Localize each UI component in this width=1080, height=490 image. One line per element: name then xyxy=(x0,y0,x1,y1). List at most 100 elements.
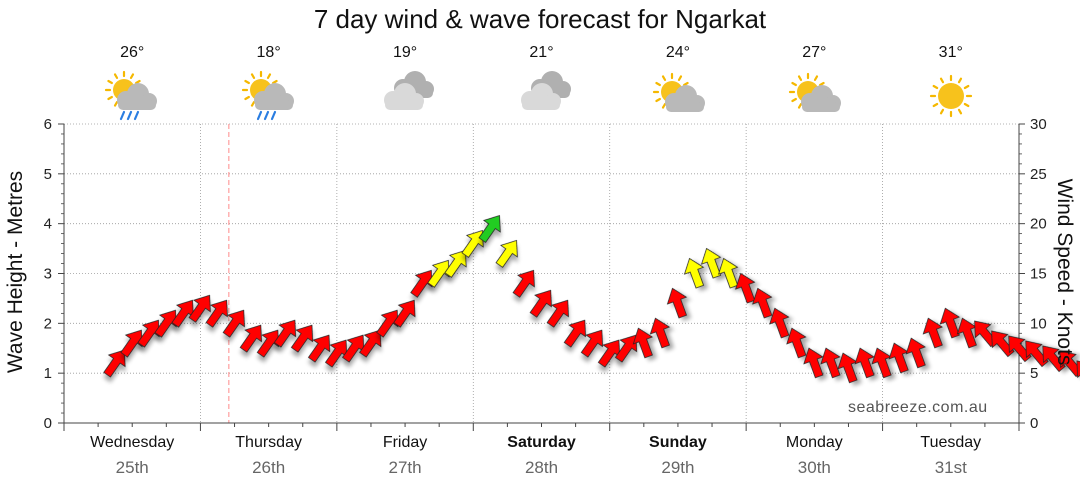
wind-arrow xyxy=(444,249,467,278)
wind-arrow-shape xyxy=(103,349,126,378)
sun-cloud-rain-icon xyxy=(102,68,162,124)
wind-arrow xyxy=(478,215,501,243)
day-temperature: 18° xyxy=(256,44,281,61)
wind-arrow-shape xyxy=(478,215,501,243)
brand-watermark: seabreeze.com.au xyxy=(848,399,988,416)
wind-arrow-shape xyxy=(393,299,416,328)
wind-arrow-shape xyxy=(1076,360,1080,388)
left-tick-label: 5 xyxy=(44,166,52,183)
wind-arrow-shape xyxy=(939,307,961,339)
wind-arrow xyxy=(103,349,126,378)
wind-arrow xyxy=(922,317,944,349)
wind-arrow xyxy=(376,309,399,338)
wind-arrow-shape xyxy=(137,319,160,348)
right-tick-label: 10 xyxy=(1030,315,1047,332)
wind-arrow-shape xyxy=(718,257,739,289)
wind-arrow xyxy=(991,330,1015,358)
wind-arrow-shape xyxy=(427,259,450,288)
day-label: Wednesday 25th xyxy=(72,434,192,478)
left-axis-label: Wave Height - Metres xyxy=(4,170,27,374)
wind-arrow xyxy=(137,319,160,348)
day-label: Tuesday 31st xyxy=(891,434,1011,478)
wind-arrow-shape xyxy=(222,309,245,338)
wind-arrow-shape xyxy=(205,299,228,328)
wind-arrow xyxy=(410,269,433,298)
wind-arrow-shape xyxy=(905,337,926,369)
wind-arrow-shape xyxy=(649,317,671,349)
right-tick-label: 25 xyxy=(1030,166,1047,183)
sun-cloud-icon xyxy=(784,68,844,124)
day-name: Friday xyxy=(382,434,428,451)
day-name: Sunday xyxy=(649,434,707,451)
wind-arrow-shape xyxy=(376,309,399,338)
day-name: Tuesday xyxy=(920,434,982,451)
wind-arrow xyxy=(427,259,450,288)
day-label: Saturday 28th xyxy=(482,434,602,478)
wind-arrow xyxy=(495,239,518,268)
wind-arrow xyxy=(222,309,245,338)
wind-arrow-shape xyxy=(120,329,143,358)
right-tick-label: 0 xyxy=(1030,415,1038,432)
wind-arrow-shape xyxy=(803,347,824,379)
wind-arrow-shape xyxy=(359,329,382,358)
wind-arrow-shape xyxy=(495,239,518,268)
wind-arrow xyxy=(529,289,552,318)
left-tick-label: 1 xyxy=(44,365,52,382)
wind-arrow-shape xyxy=(512,269,535,298)
wind-arrow-shape xyxy=(752,287,773,319)
wind-arrow xyxy=(393,299,416,328)
right-tick-label: 30 xyxy=(1030,116,1047,133)
wind-arrow-shape xyxy=(1042,345,1066,373)
wind-arrow-shape xyxy=(922,317,944,349)
left-tick-label: 2 xyxy=(44,315,52,332)
day-name: Thursday xyxy=(235,434,302,451)
wind-arrow xyxy=(307,334,331,363)
day-date: 26th xyxy=(252,458,286,477)
right-axis-label: Wind Speed - Knots xyxy=(1053,178,1076,366)
wind-arrow xyxy=(666,287,688,319)
wind-arrow xyxy=(154,309,177,338)
day-temperature: 24° xyxy=(665,44,691,61)
wind-arrow xyxy=(649,317,671,349)
day-date: 29th xyxy=(661,458,695,477)
wind-arrow xyxy=(461,229,484,258)
wind-arrow xyxy=(769,307,790,339)
wind-arrow-shape xyxy=(1008,335,1032,363)
wind-arrow-shape xyxy=(154,309,177,338)
day-label: Thursday 26th xyxy=(209,434,329,478)
wind-arrow xyxy=(803,347,824,379)
chart-axes: 0 1 2 3 4 5 6 0 5 10 15 20 25 30 xyxy=(44,116,1047,432)
day-date: 28th xyxy=(524,458,559,477)
wind-arrow-shape xyxy=(786,327,807,359)
wind-arrow-shape xyxy=(632,327,654,359)
wind-arrow-shape xyxy=(256,329,279,358)
day-temperature: 26° xyxy=(120,44,145,61)
wind-arrow xyxy=(512,269,535,298)
wind-arrow-shape xyxy=(580,329,604,358)
day-label: Sunday 29th xyxy=(618,434,738,478)
wind-arrow xyxy=(273,319,297,348)
day-name: Wednesday xyxy=(90,434,175,451)
wind-arrow xyxy=(854,347,875,379)
wind-arrow xyxy=(735,272,756,304)
wind-arrow xyxy=(188,294,211,323)
wind-arrow-shape xyxy=(461,229,484,258)
left-tick-label: 3 xyxy=(44,266,52,283)
right-tick-label: 20 xyxy=(1030,216,1047,233)
chart-title: 7 day wind & wave forecast for Ngarkat xyxy=(313,4,767,34)
wind-arrow xyxy=(718,257,739,289)
right-tick-label: 5 xyxy=(1030,365,1038,382)
wind-arrow xyxy=(632,327,654,359)
wind-arrow xyxy=(1076,360,1080,388)
wind-arrow-shape xyxy=(820,347,841,379)
wind-arrow-shape xyxy=(563,319,586,348)
wind-arrow-shape xyxy=(444,249,467,278)
left-tick-label: 6 xyxy=(44,116,52,133)
wind-arrow xyxy=(290,324,314,353)
cloudy-icon xyxy=(375,68,435,124)
wind-arrow-shape xyxy=(188,294,211,323)
wind-arrow-shape xyxy=(546,299,569,328)
day-name: Monday xyxy=(785,434,843,451)
wind-arrow xyxy=(614,334,638,363)
